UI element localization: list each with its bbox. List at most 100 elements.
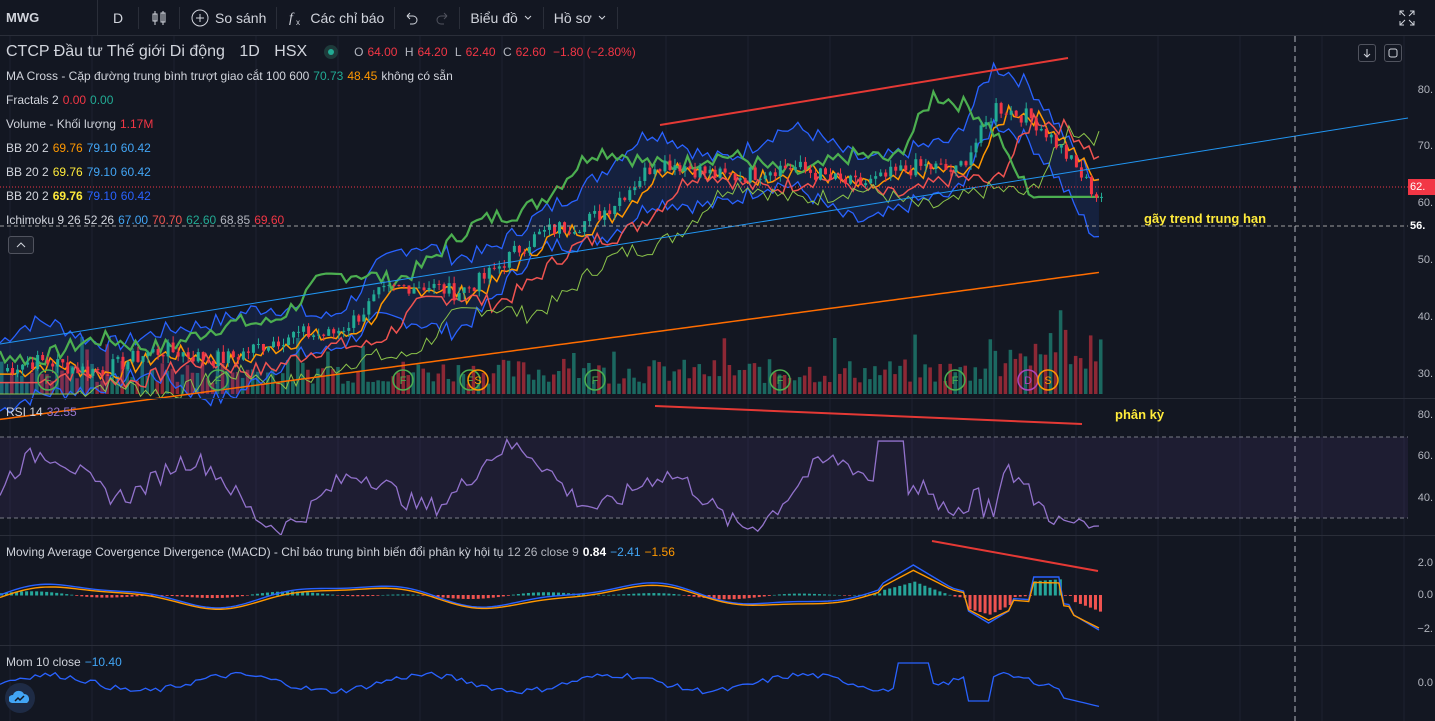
candle-body <box>854 175 858 178</box>
candle-body <box>713 169 717 178</box>
pane-separator[interactable] <box>0 645 1435 646</box>
macd-histogram-bar <box>45 591 49 596</box>
bb-legend-2[interactable]: BB 20 2 69.76 79.10 60.42 <box>6 165 151 179</box>
volume-bar <box>451 381 456 394</box>
ichimoku-span <box>0 124 1100 400</box>
candle-body <box>322 334 326 336</box>
macd-histogram-bar <box>772 594 776 596</box>
redo-button[interactable] <box>427 0 459 36</box>
momentum-line <box>0 662 1100 708</box>
fractals-legend[interactable]: Fractals 2 0.00 0.00 <box>6 93 114 107</box>
volume-bar <box>1073 355 1078 394</box>
profile-menu-button[interactable]: Hồ sơ <box>544 0 617 36</box>
volume-bar <box>767 359 772 394</box>
macd-histogram-bar <box>637 593 641 596</box>
candle-body <box>126 361 130 370</box>
mom-axis[interactable]: 0.0 <box>1408 645 1435 721</box>
bb-legend-1[interactable]: BB 20 2 69.76 79.10 60.42 <box>6 141 151 155</box>
volume-bar <box>245 369 250 394</box>
volume-legend[interactable]: Volume - Khối lượng 1.17M <box>6 117 154 131</box>
volume-bar <box>948 363 952 394</box>
macd-histogram-bar <box>25 591 29 596</box>
plus-circle-icon <box>191 9 209 26</box>
macd-histogram-bar <box>521 593 525 596</box>
candle-body <box>352 315 356 328</box>
interval-button[interactable]: D <box>98 0 138 36</box>
ichimoku-legend[interactable]: Ichimoku 9 26 52 26 67.00 70.70 62.60 68.85 6… <box>6 213 285 227</box>
candle-body <box>211 361 215 367</box>
macd-histogram-bar <box>190 595 194 598</box>
pane-separator[interactable] <box>0 535 1435 536</box>
volume-bar <box>291 379 295 394</box>
volume-bar <box>230 372 235 394</box>
volume-bar <box>707 376 712 394</box>
candle-body <box>367 301 371 315</box>
candle-body <box>437 283 441 285</box>
volume-bar <box>65 375 69 394</box>
macd-histogram-bar <box>747 595 751 599</box>
price-axis[interactable]: 80. 70. 60. 50. 40. 30. <box>1408 36 1435 398</box>
legend-collapse-button[interactable] <box>8 236 34 254</box>
symbol-search[interactable]: MWG <box>0 0 98 36</box>
candle-body <box>231 351 235 358</box>
macd-line <box>0 564 1100 631</box>
ma-cross-legend[interactable]: MA Cross - Cặp đường trung bình trượt gi… <box>6 69 453 83</box>
volume-bar <box>270 368 275 394</box>
ichimoku-base <box>0 112 1100 389</box>
candle-body <box>297 331 301 333</box>
macd-histogram-bar <box>371 595 375 596</box>
chart-menu-label: Biểu đồ <box>470 9 518 26</box>
symbol-label: MWG <box>6 10 40 25</box>
candles-button[interactable] <box>139 0 179 36</box>
candle-body <box>86 366 90 376</box>
rsi-legend[interactable]: RSI 14 32.55 <box>6 405 77 419</box>
pane-maximize-button[interactable] <box>1384 44 1402 62</box>
volume-bar <box>807 366 812 394</box>
fullscreen-button[interactable] <box>1397 8 1417 31</box>
candle-body <box>402 285 406 287</box>
macd-histogram-bar <box>491 595 495 598</box>
macd-histogram-bar <box>326 594 330 596</box>
chart-menu-button[interactable]: Biểu đồ <box>460 0 542 36</box>
rsi-axis[interactable]: 80. 60. 40. <box>1408 398 1435 535</box>
candle-body <box>889 166 893 177</box>
candle-body <box>1009 110 1013 115</box>
axis-tick: 0.0 <box>1417 589 1433 601</box>
volume-bar <box>1008 349 1013 394</box>
candle-body <box>678 165 682 172</box>
pane-down-button[interactable] <box>1358 44 1376 62</box>
volume-bar <box>757 366 762 394</box>
macd-legend[interactable]: Moving Average Covergence Divergence (MA… <box>6 545 675 559</box>
macd-histogram-bar <box>281 591 285 596</box>
volume-bar <box>833 337 837 394</box>
volume-bar <box>893 374 897 394</box>
candle-body <box>302 326 306 332</box>
pane-separator[interactable] <box>0 398 1435 399</box>
candle-body <box>989 121 993 123</box>
macd-histogram-bar <box>993 595 997 613</box>
candle-body <box>964 161 968 166</box>
compare-button[interactable]: So sánh <box>180 0 276 36</box>
macd-histogram-bar <box>265 592 269 596</box>
volume-bar <box>316 368 320 394</box>
candle-body <box>994 103 998 122</box>
undo-button[interactable] <box>395 0 427 36</box>
candle-body <box>643 167 647 181</box>
volume-bar <box>562 358 566 394</box>
candle-body <box>447 283 451 294</box>
volume-bar <box>732 375 737 394</box>
volume-bar <box>255 371 260 394</box>
volume-bar <box>1093 361 1098 394</box>
volume-bar <box>717 376 722 394</box>
bb-legend-3[interactable]: BB 20 2 69.76 79.10 60.42 <box>6 189 151 203</box>
candle-body <box>909 170 913 176</box>
volume-bar <box>677 369 681 394</box>
volume-bar <box>0 361 4 394</box>
brand-logo[interactable] <box>5 683 35 713</box>
macd-histogram-bar <box>873 593 877 596</box>
candle-body <box>442 284 446 294</box>
macd-axis[interactable]: 2.0 0.0 −2. <box>1408 535 1435 645</box>
mom-legend[interactable]: Mom 10 close −10.40 <box>6 655 122 669</box>
